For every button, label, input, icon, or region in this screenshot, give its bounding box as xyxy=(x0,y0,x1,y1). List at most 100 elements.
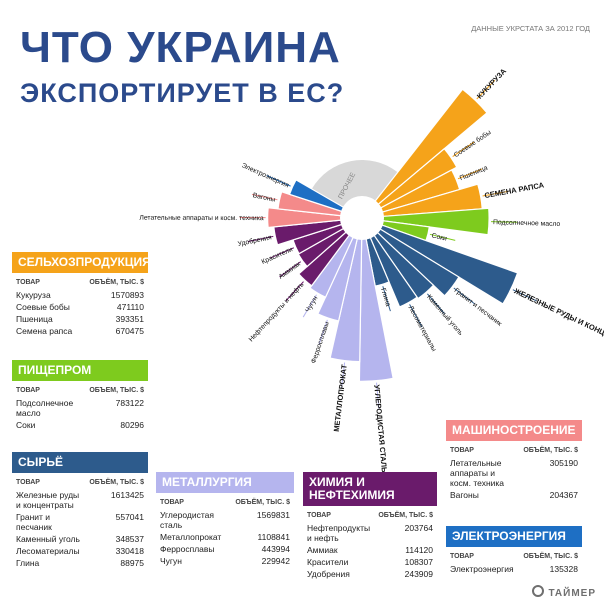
slice-label: Лесоматериалы xyxy=(407,305,438,353)
table-row: Железные руды и концентраты 1613425 xyxy=(16,490,144,510)
slice-label: Ферросплавы xyxy=(310,321,331,365)
table-row: Летательные аппараты и косм. техника 3051… xyxy=(450,458,578,488)
row-value: 80296 xyxy=(120,420,144,430)
panel-mach: МАШИНОСТРОЕНИЕ ТОВАР ОБЪЁМ, ТЫС. $ Летатель… xyxy=(446,420,582,502)
row-value: 330418 xyxy=(115,546,144,556)
panel-columns: ТОВАР ОБЪЁМ, ТЫС. $ xyxy=(450,553,578,560)
row-name: Нефтепродукты и нефть xyxy=(307,523,371,543)
row-name: Пшеница xyxy=(16,314,53,324)
panel-columns: ТОВАР ОБЪЁМ, ТЫС. $ xyxy=(160,499,290,506)
label-leader xyxy=(457,168,483,180)
row-name: Семена рапса xyxy=(16,326,73,336)
pie-slice xyxy=(361,217,435,300)
panel-metal: МЕТАЛЛУРГИЯ ТОВАР ОБЪЁМ, ТЫС. $ Углеродиста… xyxy=(156,472,294,568)
label-leader xyxy=(302,294,317,318)
panel-chem: ХИМИЯ И НЕФТЕХИМИЯ ТОВАР ОБЪЁМ, ТЫС. $ Нефт… xyxy=(303,472,437,581)
table-row: Подсолнечное масло 783122 xyxy=(16,398,144,418)
slice-label: Удобрения xyxy=(237,233,272,248)
slice-label: Электроэнергия xyxy=(240,162,290,189)
pie-slice xyxy=(297,217,363,287)
slice-label: УГЛЕРОДИСТАЯ СТАЛЬ xyxy=(372,384,389,473)
label-leader xyxy=(476,79,496,100)
panel-title: СЫРЬЁ xyxy=(12,452,148,473)
slice-label: Пшеница xyxy=(459,165,489,183)
col-name-header: ТОВАР xyxy=(16,279,40,286)
pie-slice xyxy=(361,147,458,219)
pie-slice xyxy=(361,207,490,236)
row-name: Каменный уголь xyxy=(16,534,80,544)
pie-slice xyxy=(267,207,363,229)
row-value: 557041 xyxy=(115,512,144,522)
col-name-header: ТОВАР xyxy=(16,387,40,394)
pie-slice xyxy=(317,217,363,322)
panel-columns: ТОВАР ОБЪЁМ, ТЫС. $ xyxy=(450,447,578,454)
table-row: Ферросплавы 443994 xyxy=(160,544,290,554)
label-leader xyxy=(285,281,304,302)
table-row: Соки 80296 xyxy=(16,420,144,430)
col-name-header: ТОВАР xyxy=(307,512,331,519)
pie-slice xyxy=(361,88,488,219)
label-leader xyxy=(247,235,274,243)
table-row: Семена рапса 670475 xyxy=(16,326,144,336)
panel-title: МАШИНОСТРОЕНИЕ xyxy=(446,420,582,441)
row-value: 114120 xyxy=(405,545,433,555)
row-value: 1569831 xyxy=(256,510,290,520)
pie-slice xyxy=(361,217,418,308)
row-value: 471110 xyxy=(116,302,144,312)
row-name: Металлопрокат xyxy=(160,532,222,542)
row-name: Электроэнергия xyxy=(450,564,514,574)
label-leader xyxy=(266,175,291,187)
table-row: Каменный уголь 348537 xyxy=(16,534,144,544)
table-row: Удобрения 243909 xyxy=(307,569,433,579)
slice-label: Летательные аппараты и косм. техника xyxy=(139,215,263,222)
brand-logo: ТАЙМЕР xyxy=(532,585,596,599)
label-leader xyxy=(482,190,509,197)
label-leader xyxy=(429,233,456,241)
table-row: Вагоны 204367 xyxy=(450,490,578,500)
panel-raw: СЫРЬЁ ТОВАР ОБЪЁМ, ТЫС. $ Железные руды и к… xyxy=(12,452,148,570)
label-leader xyxy=(279,261,302,278)
col-value-header: ОБЪЁМ, ТЫС. $ xyxy=(235,499,290,506)
label-leader xyxy=(512,289,537,302)
pie-slice xyxy=(361,217,460,297)
row-value: 108307 xyxy=(404,557,433,567)
label-leader xyxy=(340,362,346,389)
row-value: 305190 xyxy=(549,458,578,468)
col-value-header: ОБЪЁМ, ТЫС. $ xyxy=(378,512,433,519)
row-value: 443994 xyxy=(261,544,290,554)
row-value: 393351 xyxy=(115,314,144,324)
slice-label: Вагоны xyxy=(252,192,276,204)
row-name: Летательные аппараты и косм. техника xyxy=(450,458,505,488)
panel-columns: ТОВАР ОБЪЁМ, ТЫС. $ xyxy=(307,512,433,519)
label-leader xyxy=(491,221,518,223)
row-name: Чугун xyxy=(160,556,182,566)
panel-columns: ТОВАР ОБЪЁМ, ТЫС. $ xyxy=(16,479,144,486)
row-name: Железные руды и концентраты xyxy=(16,490,80,510)
panel-title: СЕЛЬХОЗПРОДУКЦИЯ xyxy=(12,252,151,273)
row-value: 783122 xyxy=(115,398,144,408)
row-name: Красители xyxy=(307,557,349,567)
row-value: 204367 xyxy=(549,490,578,500)
row-name: Удобрения xyxy=(307,569,350,579)
slice-label: Соки xyxy=(431,232,448,242)
slice-label: СЕМЕНА РАПСА xyxy=(484,180,545,200)
other-slice xyxy=(311,160,398,218)
panel-title: ЭЛЕКТРОЭНЕРГИЯ xyxy=(446,526,582,547)
panel-agro: СЕЛЬХОЗПРОДУКЦИЯ ТОВАР ОБЪЁМ, ТЫС. $ Кукуру… xyxy=(12,252,151,338)
row-name: Гранит и песчаник xyxy=(16,512,52,532)
col-value-header: ОБЪЁМ, ТЫС. $ xyxy=(89,479,144,486)
table-row: Нефтепродукты и нефть 203764 xyxy=(307,523,433,543)
row-name: Соевые бобы xyxy=(16,302,70,312)
row-name: Вагоны xyxy=(450,490,479,500)
panel-columns: ТОВАР ОБЪЕМ, ТЫС. $ xyxy=(16,387,144,394)
row-name: Углеродистая сталь xyxy=(160,510,214,530)
col-value-header: ОБЪЕМ, ТЫС. $ xyxy=(89,387,144,394)
label-leader xyxy=(382,286,391,312)
row-value: 243909 xyxy=(404,569,433,579)
logo-ring-icon xyxy=(532,585,545,597)
label-leader xyxy=(409,304,423,328)
logo-text: ТАЙМЕР xyxy=(548,588,596,599)
row-value: 1108841 xyxy=(257,532,290,542)
source-note: ДАННЫЕ УКРСТАТА ЗА 2012 ГОД xyxy=(471,24,590,33)
row-value: 203764 xyxy=(404,523,433,533)
